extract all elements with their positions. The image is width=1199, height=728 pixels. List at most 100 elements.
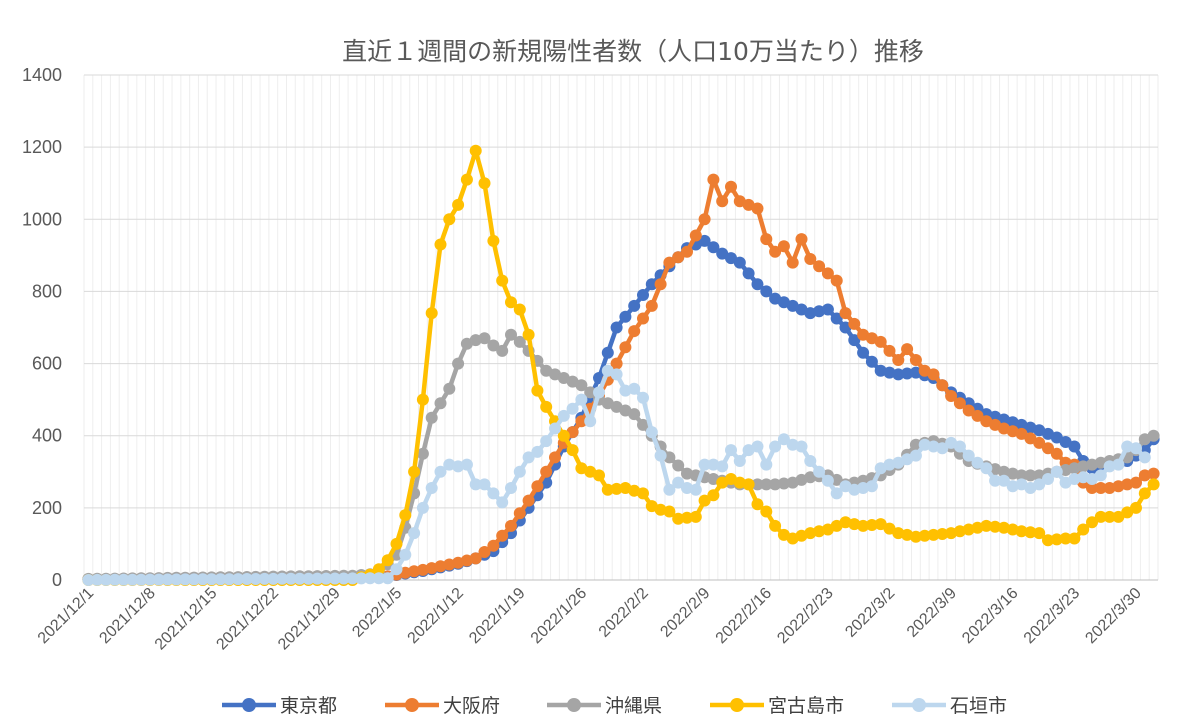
data-point — [760, 285, 773, 298]
x-tick-label: 2022/1/5 — [349, 585, 405, 641]
x-tick-label: 2022/3/23 — [1021, 585, 1083, 647]
data-point — [1024, 526, 1037, 539]
data-point — [865, 480, 878, 493]
data-point — [267, 572, 280, 585]
data-point — [346, 572, 359, 585]
data-point — [1077, 523, 1090, 536]
x-tick-label: 2022/3/9 — [904, 585, 960, 641]
x-tick-label: 2022/1/12 — [405, 585, 467, 647]
legend-item: 宮古島市 — [710, 695, 844, 717]
legend-swatch-marker — [567, 698, 581, 712]
series-layer — [82, 144, 1160, 586]
data-point — [637, 391, 649, 404]
data-point — [857, 519, 870, 532]
y-tick-label: 1400 — [22, 65, 62, 85]
data-point — [936, 528, 949, 540]
data-point — [1050, 533, 1063, 546]
data-point — [522, 451, 535, 464]
data-point — [108, 573, 121, 586]
data-point — [196, 573, 209, 586]
data-point — [240, 573, 253, 585]
data-point — [707, 173, 720, 186]
data-point — [654, 278, 667, 291]
data-point — [91, 573, 104, 586]
data-point — [311, 572, 324, 585]
data-point — [557, 429, 570, 442]
data-point — [390, 537, 403, 550]
data-point — [645, 278, 658, 291]
data-point — [795, 440, 808, 453]
data-point — [689, 510, 702, 523]
data-point — [830, 312, 843, 325]
data-point — [399, 548, 412, 561]
data-point — [610, 321, 623, 334]
data-point — [496, 529, 509, 542]
x-tick-label: 2022/1/26 — [528, 585, 590, 647]
data-point — [980, 462, 993, 475]
data-point — [372, 563, 385, 576]
data-point — [478, 478, 491, 491]
data-point — [513, 507, 526, 520]
data-point — [540, 435, 553, 448]
data-point — [601, 483, 614, 496]
y-tick-label: 800 — [32, 281, 62, 301]
data-point — [434, 397, 447, 410]
data-point — [1033, 478, 1046, 491]
data-point — [372, 572, 385, 585]
data-point — [918, 529, 931, 542]
data-point — [742, 267, 755, 280]
x-tick-label: 2021/12/29 — [275, 585, 344, 654]
data-point — [760, 505, 773, 518]
data-point — [469, 552, 482, 565]
data-point — [927, 368, 940, 381]
data-point — [487, 234, 500, 247]
data-point — [628, 408, 641, 421]
data-point — [575, 379, 588, 392]
data-point — [469, 144, 482, 157]
data-point — [839, 307, 852, 320]
data-point — [874, 335, 887, 348]
data-point — [381, 554, 394, 567]
data-point — [962, 449, 975, 462]
data-point — [593, 386, 605, 399]
data-point — [1050, 447, 1063, 460]
data-point — [1042, 442, 1054, 455]
data-point — [804, 253, 817, 265]
data-point — [1042, 534, 1054, 547]
x-tick-label: 2022/2/2 — [596, 585, 652, 641]
data-point — [760, 458, 773, 471]
series-石垣市 — [82, 364, 1151, 586]
data-point — [575, 393, 588, 406]
data-point — [857, 346, 870, 359]
data-point — [619, 310, 632, 323]
data-point — [769, 478, 782, 491]
data-point — [496, 496, 509, 509]
data-point — [496, 344, 509, 357]
x-tick-label: 2022/2/23 — [774, 585, 836, 647]
data-point — [945, 390, 958, 402]
data-point — [355, 572, 368, 585]
data-point — [804, 455, 817, 467]
data-point — [214, 573, 227, 586]
data-point — [1094, 510, 1107, 523]
data-point — [813, 260, 826, 273]
data-point — [645, 299, 658, 312]
legend-item: 東京都 — [222, 695, 337, 717]
data-point — [549, 422, 561, 435]
data-point — [777, 477, 790, 490]
data-point — [249, 573, 262, 585]
data-point — [1068, 440, 1081, 453]
data-point — [742, 478, 755, 491]
data-point — [1086, 516, 1098, 529]
data-point — [601, 346, 614, 359]
data-point — [223, 573, 236, 586]
data-point — [769, 440, 782, 453]
data-point — [487, 539, 500, 552]
legend-item: 沖縄県 — [547, 695, 662, 717]
data-point — [769, 245, 782, 258]
data-point — [1086, 482, 1098, 494]
data-point — [909, 354, 922, 366]
data-point — [663, 505, 676, 518]
x-tick-label: 2021/12/22 — [213, 585, 282, 654]
